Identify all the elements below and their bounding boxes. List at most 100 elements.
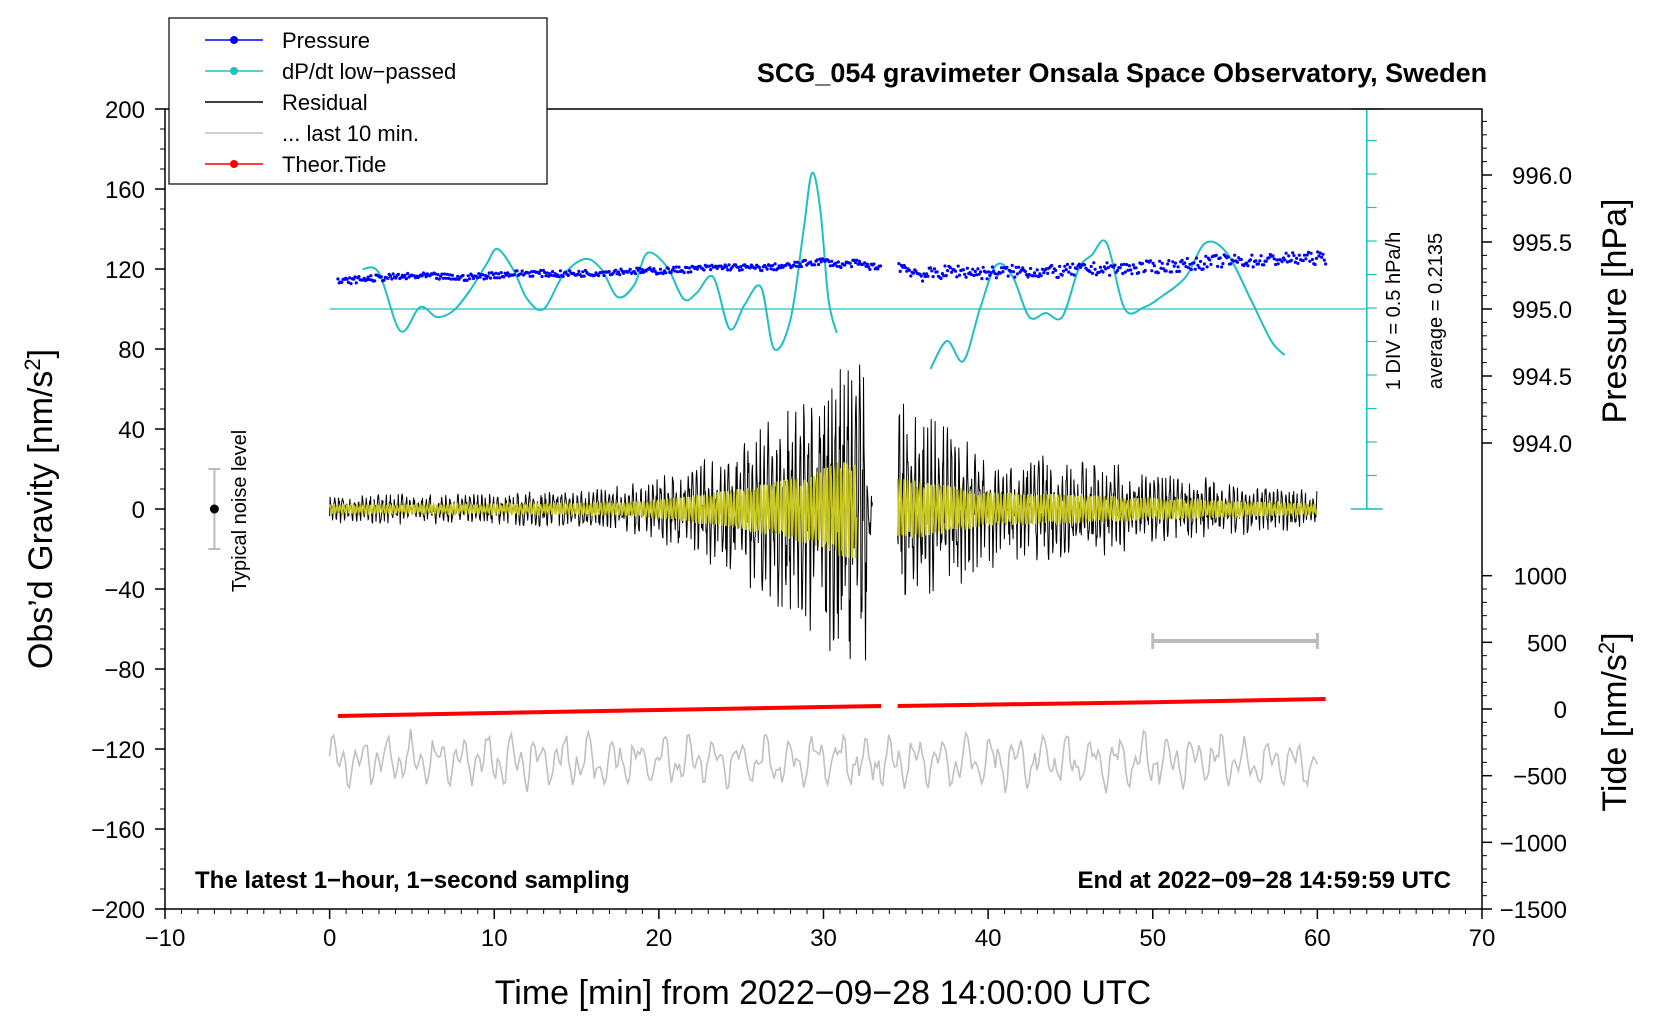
pressure-point: [1097, 270, 1101, 274]
pressure-point: [1105, 261, 1109, 265]
pressure-tick-label: 994.5: [1512, 364, 1572, 391]
pressure-point: [544, 274, 548, 278]
pressure-point: [973, 269, 977, 274]
pressure-point: [990, 265, 995, 269]
pressure-point: [1131, 263, 1135, 267]
pressure-point: [1246, 264, 1250, 268]
pressure-point: [1171, 260, 1175, 264]
pressure-point: [1071, 262, 1075, 266]
pressure-point: [848, 261, 852, 265]
pressure-point: [618, 273, 622, 277]
pressure-point: [1115, 268, 1120, 273]
pressure-point: [529, 270, 534, 274]
pressure-point: [1262, 263, 1266, 267]
pressure-point: [857, 259, 862, 263]
pressure-point: [799, 265, 804, 269]
pressure-point: [772, 268, 776, 272]
pressure-point: [340, 280, 344, 284]
pressure-point: [1021, 266, 1025, 270]
pressure-point: [1064, 268, 1068, 272]
legend-label: dP/dt low−passed: [282, 59, 456, 84]
pressure-point: [998, 271, 1002, 275]
pressure-point: [853, 260, 858, 265]
pressure-point: [1285, 260, 1289, 264]
pressure-point: [470, 274, 474, 278]
pressure-point: [348, 276, 352, 280]
pressure-point: [946, 269, 950, 273]
pressure-point: [935, 270, 939, 274]
pressure-point: [1023, 269, 1027, 274]
pressure-point: [1166, 262, 1170, 266]
pressure-point: [977, 272, 981, 276]
pressure-point: [835, 264, 839, 268]
pressure-point: [1104, 267, 1108, 271]
pressure-point: [579, 274, 584, 278]
pressure-point: [836, 260, 840, 264]
pressure-point: [1214, 253, 1218, 257]
pressure-point: [1025, 273, 1029, 277]
pressure-point: [898, 269, 902, 273]
pressure-point: [1151, 261, 1155, 265]
pressure-point: [520, 269, 524, 273]
pressure-point: [403, 273, 407, 277]
pressure-point: [1305, 253, 1309, 257]
pressure-point: [1072, 273, 1076, 277]
pressure-point: [815, 258, 819, 262]
pressure-point: [956, 264, 960, 268]
pressure-point: [1229, 262, 1233, 266]
pressure-point: [707, 264, 711, 268]
pressure-point: [614, 268, 618, 272]
last10min-trace: [328, 728, 1319, 794]
pressure-point: [1220, 265, 1224, 269]
pressure-point: [922, 272, 926, 276]
pressure-point: [943, 264, 947, 268]
pressure-point: [1011, 270, 1016, 274]
pressure-point: [537, 271, 542, 276]
y-tick-label: 160: [105, 177, 145, 204]
end-time-note: End at 2022−09−28 14:59:59 UTC: [1077, 867, 1451, 894]
pressure-point: [515, 269, 519, 273]
pressure-point: [769, 267, 773, 271]
tide-tick-label: 500: [1527, 630, 1567, 657]
pressure-point: [1321, 252, 1325, 256]
pressure-point: [778, 266, 783, 270]
pressure-point: [753, 266, 757, 270]
pressure-point: [1169, 270, 1174, 274]
pressure-point: [1204, 254, 1208, 258]
pressure-point: [1130, 272, 1134, 276]
pressure-point: [957, 273, 962, 277]
pressure-point: [1083, 263, 1087, 267]
pressure-point: [1032, 271, 1037, 275]
pressure-point: [931, 275, 935, 279]
pressure-point: [867, 265, 871, 269]
pressure-point: [1160, 261, 1164, 265]
y-tick-label: 40: [118, 417, 145, 444]
pressure-point: [819, 260, 823, 264]
pressure-point: [791, 263, 796, 267]
pressure-point: [581, 270, 585, 274]
y-tick-label: 0: [132, 497, 145, 524]
noise-level-label: Typical noise level: [229, 430, 251, 592]
pressure-point: [1077, 262, 1081, 266]
pressure-point: [353, 275, 357, 279]
pressure-point: [440, 272, 444, 276]
x-tick-label: −10: [145, 925, 186, 952]
pressure-point: [1276, 262, 1280, 266]
pressure-point: [658, 267, 663, 271]
tide-tick-label: −1000: [1500, 830, 1567, 857]
pressure-point: [1127, 264, 1131, 268]
pressure-point: [1196, 263, 1200, 267]
pressure-point: [366, 275, 370, 279]
pressure-point: [1295, 256, 1299, 260]
tide-tick-label: −1500: [1500, 897, 1567, 924]
pressure-point: [905, 269, 909, 273]
pressure-tick-label: 995.0: [1512, 297, 1572, 324]
legend-marker: [230, 67, 238, 75]
pressure-point: [1009, 269, 1013, 273]
pressure-point: [1194, 256, 1199, 260]
pressure-point: [597, 274, 601, 278]
pressure-point: [491, 272, 495, 277]
pressure-point: [876, 267, 880, 271]
pressure-point: [1140, 262, 1145, 266]
pressure-point: [855, 258, 859, 262]
